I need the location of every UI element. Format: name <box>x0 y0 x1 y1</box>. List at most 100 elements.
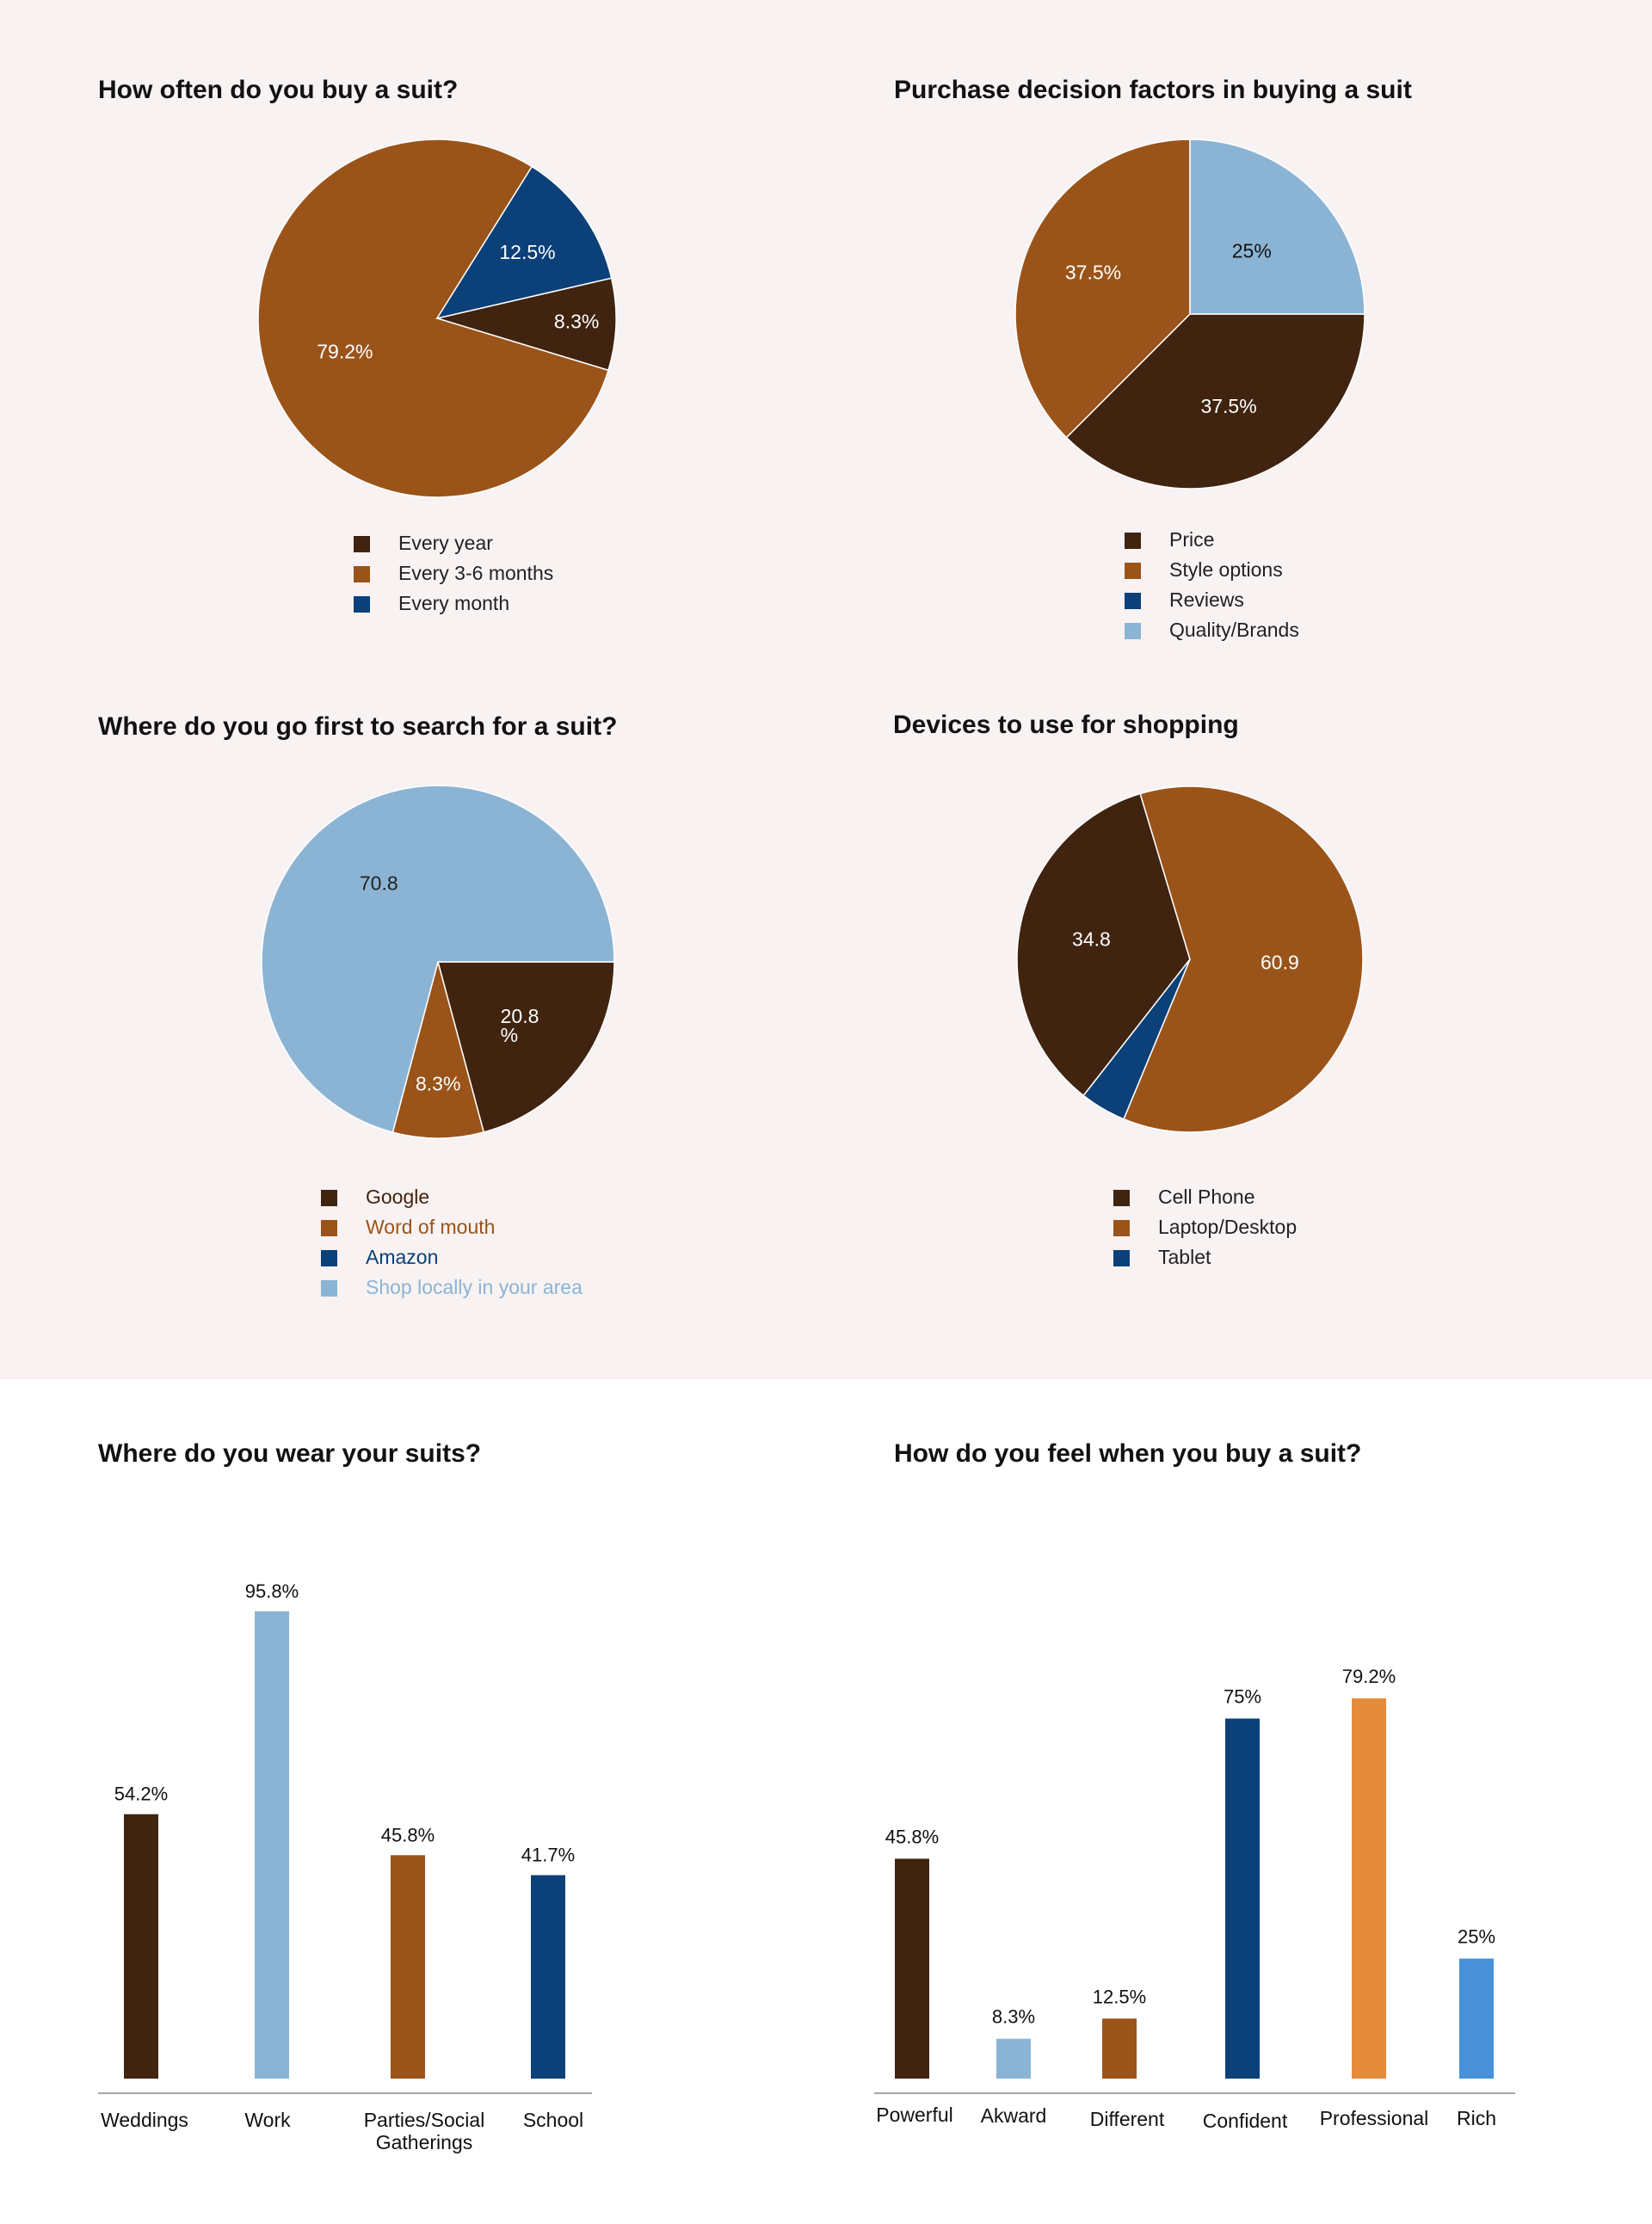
legend-label: Cell Phone <box>1158 1186 1255 1208</box>
legend-swatch <box>354 596 370 613</box>
chart-legend: Cell Phone Laptop/Desktop Tablet <box>1113 1182 1297 1272</box>
legend-label: Price <box>1169 528 1215 551</box>
legend-swatch <box>321 1220 337 1236</box>
survey-background-panel <box>0 0 1652 1379</box>
bar-value-label: 8.3% <box>992 2006 1035 2028</box>
pie-slice-label: 8.3% <box>416 1073 460 1095</box>
pie-slice-cell-phone <box>1016 792 1191 1097</box>
x-tick-label: Parties/Social Gatherings <box>364 2109 485 2153</box>
legend-label: Style options <box>1169 558 1283 581</box>
legend-item-google: Google <box>321 1182 583 1212</box>
legend-item-quality-brands: Quality/Brands <box>1125 615 1299 645</box>
bar-value-label: 41.7% <box>521 1845 575 1866</box>
x-tick-label: School <box>523 2109 583 2131</box>
pie-slice-label: 37.5% <box>1065 261 1121 283</box>
pie-slice-label: 34.8 <box>1072 928 1111 951</box>
chart-title: How do you feel when you buy a suit? <box>894 1439 1362 1468</box>
pie-chart: 37.5% 37.5% 25% <box>1014 139 1365 490</box>
pie-slice-label: 60.9 <box>1261 951 1299 973</box>
legend-label: Laptop/Desktop <box>1158 1216 1298 1238</box>
legend-item-every-month: Every month <box>354 588 553 619</box>
pie-slice-price <box>1065 313 1365 490</box>
bar-value-label: 45.8% <box>381 1824 435 1845</box>
pie-slice-label: 37.5% <box>1200 395 1256 417</box>
legend-label: Every year <box>398 532 493 554</box>
pie-chart: 34.8 60.9 <box>1016 785 1364 1133</box>
bar-value-label: 12.5% <box>1093 1986 1146 2007</box>
legend-label: Every month <box>398 592 510 614</box>
legend-item-laptop-desktop: Laptop/Desktop <box>1113 1212 1297 1242</box>
bar-different <box>1102 2018 1137 2079</box>
x-tick-label: Professional <box>1320 2107 1429 2129</box>
legend-label: Word of mouth <box>366 1216 496 1238</box>
x-tick-label: Work <box>244 2109 291 2131</box>
bar-school <box>531 1875 565 2079</box>
pie-slice-label: 20.8% <box>501 1005 539 1046</box>
legend-label: Reviews <box>1169 588 1244 611</box>
bar-value-label: 54.2% <box>114 1784 168 1805</box>
chart-title: Devices to use for shopping <box>893 711 1239 739</box>
legend-item-every-3-6-months: Every 3-6 months <box>354 558 553 588</box>
pie-slice-label: 79.2% <box>317 340 373 362</box>
legend-label: Amazon <box>366 1246 439 1268</box>
bar-work <box>255 1611 289 2079</box>
x-tick-label: Rich <box>1457 2107 1496 2129</box>
pie-slice-label: 12.5% <box>499 241 555 263</box>
legend-label: Google <box>366 1186 430 1208</box>
legend-swatch <box>1125 563 1141 579</box>
legend-swatch <box>1125 533 1141 549</box>
bar-value-label: 45.8% <box>885 1826 939 1847</box>
legend-item-tablet: Tablet <box>1113 1242 1297 1272</box>
legend-item-every-year: Every year <box>354 528 553 558</box>
bar-value-label: 25% <box>1458 1926 1495 1948</box>
bar-value-label: 79.2% <box>1342 1666 1396 1687</box>
chart-title: Where do you go first to search for a su… <box>98 712 618 741</box>
legend-swatch <box>1113 1190 1130 1206</box>
bar-professional <box>1352 1698 1386 2079</box>
legend-item-word-of-mouth: Word of mouth <box>321 1212 583 1242</box>
chart-title: Where do you wear your suits? <box>98 1439 482 1468</box>
legend-label: Tablet <box>1158 1246 1211 1268</box>
legend-swatch <box>321 1250 337 1266</box>
bar-akward <box>996 2038 1031 2079</box>
x-tick-label: Weddings <box>101 2109 188 2131</box>
chart-title: Purchase decision factors in buying a su… <box>894 76 1412 104</box>
pie-slice-label: 8.3% <box>554 311 599 333</box>
pie-slice-tablet <box>1082 958 1191 1120</box>
pie-slice-every-year <box>435 277 617 372</box>
pie-slice-style-options <box>1014 139 1191 439</box>
legend-item-reviews: Reviews <box>1125 585 1299 615</box>
x-tick-label: Confident <box>1203 2110 1288 2132</box>
legend-swatch <box>354 566 370 582</box>
bar-rich <box>1459 1958 1494 2079</box>
legend-swatch <box>354 536 370 552</box>
legend-swatch <box>1125 593 1141 609</box>
bar-value-label: 95.8% <box>245 1580 299 1602</box>
pie-slice-every-3-6-months <box>257 139 609 498</box>
x-tick-label: Akward <box>981 2104 1047 2127</box>
legend-item-amazon: Amazon <box>321 1242 583 1272</box>
bar-weddings <box>124 1814 158 2079</box>
pie-slice-quality-brands <box>1189 139 1365 315</box>
legend-item-cell-phone: Cell Phone <box>1113 1182 1297 1212</box>
legend-swatch <box>321 1190 337 1206</box>
legend-label: Quality/Brands <box>1169 619 1299 641</box>
legend-item-price: Price <box>1125 525 1299 555</box>
bar-parties-social-gatherings <box>391 1855 425 2079</box>
chart-legend: Google Word of mouth Amazon Shop locally in… <box>321 1182 583 1303</box>
bar-value-label: 75% <box>1224 1686 1261 1708</box>
pie-slice-shop-locally-in-your-area <box>261 785 615 1134</box>
x-tick-label: Different <box>1090 2108 1165 2130</box>
pie-slice-label: 70.8 <box>360 872 398 895</box>
legend-item-style-options: Style options <box>1125 555 1299 585</box>
chart-legend: Every year Every 3-6 months Every month <box>354 528 553 619</box>
bar-confident <box>1225 1718 1260 2079</box>
legend-label: Every 3-6 months <box>398 562 554 584</box>
pie-slice-google <box>437 961 615 1133</box>
pie-chart: 8.3% 79.2% 12.5% <box>257 139 617 498</box>
legend-item-shop-locally-in-your-area: Shop locally in your area <box>321 1272 583 1303</box>
pie-slice-word-of-mouth <box>391 959 485 1139</box>
chart-title: How often do you buy a suit? <box>98 76 459 104</box>
